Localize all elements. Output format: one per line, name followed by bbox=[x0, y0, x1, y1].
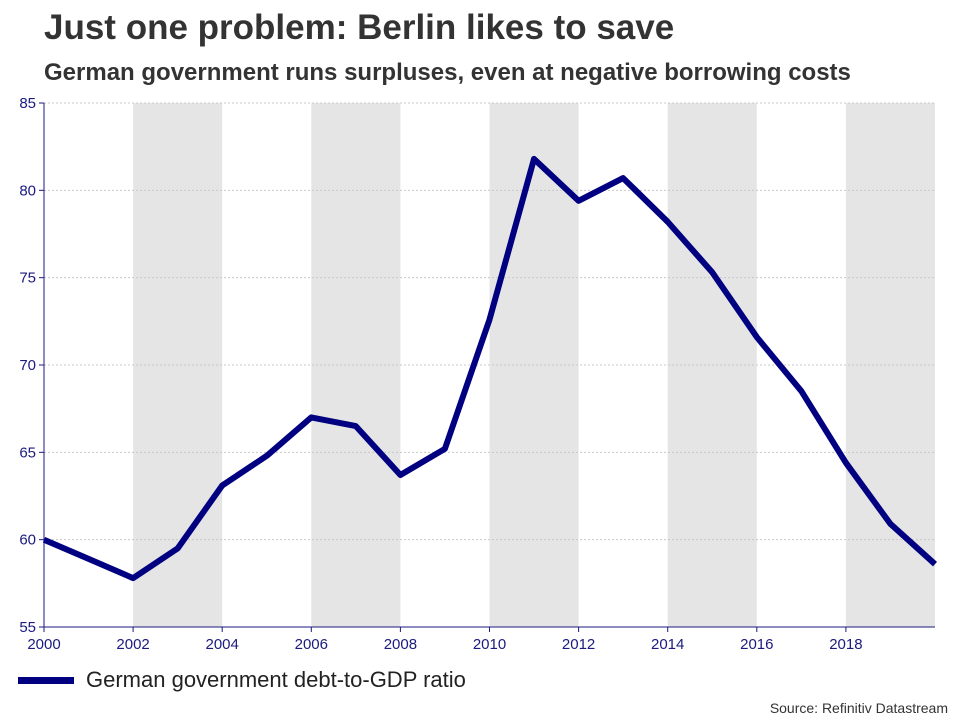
x-tick-label: 2018 bbox=[829, 636, 862, 653]
x-tick-label: 2002 bbox=[116, 636, 149, 653]
data-point-2003 bbox=[177, 548, 178, 549]
series-layer bbox=[42, 155, 938, 582]
y-tick-label: 70 bbox=[19, 357, 36, 374]
x-tick-label: 2006 bbox=[295, 636, 328, 653]
legend: German government debt-to-GDP ratio bbox=[18, 665, 466, 695]
data-point-2020 bbox=[935, 564, 936, 565]
y-axis-ticks: 55 60 65 70 75 80 85 bbox=[19, 95, 44, 636]
data-point-2013 bbox=[623, 178, 624, 179]
x-tick-label: 2016 bbox=[740, 636, 773, 653]
data-point-2015 bbox=[712, 272, 713, 273]
data-point-2004 bbox=[222, 485, 223, 486]
y-tick-label: 85 bbox=[19, 95, 36, 112]
data-point-2009 bbox=[444, 448, 445, 449]
x-tick-label: 2012 bbox=[562, 636, 595, 653]
data-point-2006 bbox=[311, 417, 312, 418]
legend-label: German government debt-to-GDP ratio bbox=[86, 667, 466, 692]
data-point-2008 bbox=[400, 475, 401, 476]
data-point-2016 bbox=[756, 337, 757, 338]
gridlines bbox=[44, 102, 935, 541]
source-note: Source: Refinitiv Datastream bbox=[769, 700, 948, 716]
x-tick-label: 2014 bbox=[651, 636, 684, 653]
x-tick-label: 2010 bbox=[473, 636, 506, 653]
data-point-2012 bbox=[578, 200, 579, 201]
data-point-2018 bbox=[845, 462, 846, 463]
data-point-2017 bbox=[801, 391, 802, 392]
chart-subtitle: German government runs surpluses, even a… bbox=[44, 59, 851, 86]
data-point-2014 bbox=[667, 221, 668, 222]
y-tick-label: 65 bbox=[19, 444, 36, 461]
data-point-2011 bbox=[534, 158, 535, 159]
data-point-2007 bbox=[355, 426, 356, 427]
series-line-0 bbox=[42, 155, 938, 582]
y-tick-label: 80 bbox=[19, 182, 36, 199]
y-tick-label: 75 bbox=[19, 270, 36, 287]
data-point-2001 bbox=[88, 558, 89, 559]
x-tick-label: 2004 bbox=[206, 636, 239, 653]
data-point-2002 bbox=[133, 578, 134, 579]
x-tick-label: 2000 bbox=[27, 636, 60, 653]
x-tick-label: 2008 bbox=[384, 636, 417, 653]
chart-title: Just one problem: Berlin likes to save bbox=[44, 8, 675, 47]
y-tick-label: 55 bbox=[19, 619, 36, 636]
legend-line-swatch bbox=[18, 676, 74, 684]
y-tick-label: 60 bbox=[19, 532, 36, 549]
data-point-2019 bbox=[890, 523, 891, 524]
data-point-2005 bbox=[266, 455, 267, 456]
data-point-2010 bbox=[489, 319, 490, 320]
x-axis-ticks: 2000 2002 2004 2006 2008 2010 2012 2014 2016 2018 bbox=[27, 627, 863, 653]
